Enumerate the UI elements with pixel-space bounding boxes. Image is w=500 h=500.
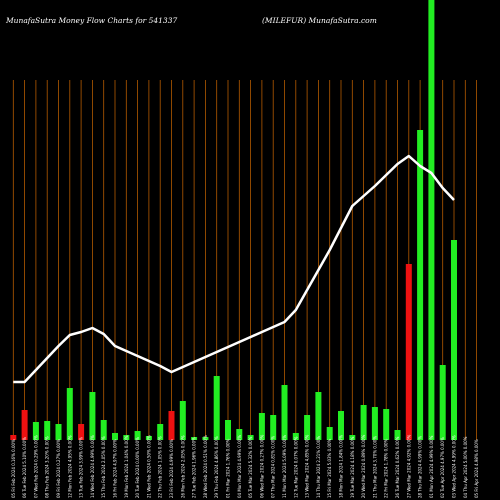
bar bbox=[89, 392, 96, 440]
bar bbox=[66, 388, 73, 440]
bar bbox=[32, 422, 39, 440]
x-tick-label: 20 Tue Feb 2024 0.00% 0.00% bbox=[135, 437, 140, 498]
chart-title: MunafaSutra Money Flow Charts for 541337 bbox=[5, 16, 177, 25]
x-tick-label: 27 Wed Mar 2024 4.92% 0.00% bbox=[406, 434, 411, 498]
bar bbox=[213, 376, 220, 440]
line-series bbox=[13, 154, 455, 384]
bar bbox=[338, 411, 344, 440]
bar bbox=[439, 365, 446, 440]
x-tick-label: 14 Wed Feb 2024 4.99% 0.00% bbox=[90, 435, 95, 498]
x-tick-label: 04 Thu Apr 2024 5.00% 0.00% bbox=[463, 436, 468, 498]
bar bbox=[394, 430, 401, 440]
x-tick-label: 01 Mon Apr 2024 4.99% 0.00% bbox=[429, 435, 434, 498]
x-tick-label: 04 Mon Mar 2024 4.99% 0.00% bbox=[237, 435, 242, 498]
x-tick-label: 09 Fri Feb 2024 0.27% 0.00% bbox=[56, 439, 61, 498]
x-tick-label: 02 Tue Apr 2024 4.97% 0.00% bbox=[440, 437, 445, 498]
bar bbox=[326, 427, 333, 440]
x-tick-label: 22 Thu Feb 2024 1.05% 0.00% bbox=[158, 436, 163, 498]
bar bbox=[451, 240, 457, 440]
x-tick-label: 07 Wed Feb 2024 0.29% 0.00% bbox=[33, 435, 38, 498]
x-tick-label: 28 Wed Feb 2024 0.51% 0.00% bbox=[203, 435, 208, 498]
bar bbox=[191, 437, 198, 440]
bar bbox=[168, 411, 175, 440]
x-tick-label: 20 Wed Mar 2024 0.89% 0.00% bbox=[361, 434, 366, 498]
bar bbox=[134, 431, 141, 440]
x-tick-label: 29 Thu Feb 2024 4.86% 0.00% bbox=[214, 436, 219, 498]
x-tick-labels: 05 Fri Feb 2024 0.16% 0.00% 06 Tue Feb 20… bbox=[11, 434, 479, 498]
bar bbox=[428, 0, 435, 440]
x-tick-label: 07 Thu Mar 2024 0.81% 0.00% bbox=[271, 436, 276, 498]
x-tick-label: 06 Tue Feb 2024 5.10% 0.00% bbox=[22, 437, 27, 498]
bar bbox=[371, 407, 378, 440]
x-tick-label: 26 Mon Feb 2024 2.05% 0.00% bbox=[180, 435, 185, 498]
bar bbox=[258, 413, 265, 440]
x-tick-label: 03 Wed Apr 2024 4.99% 0.00% bbox=[452, 435, 457, 498]
x-tick-label: 16 Fri Feb 2024 4.97% 0.00% bbox=[113, 439, 118, 498]
x-tick-label: 12 Tue Mar 2024 0.07% 0.00% bbox=[293, 436, 298, 498]
x-tick-label: 28 Thu Mar 2024 4.99% 0.00% bbox=[418, 436, 423, 498]
bar bbox=[270, 415, 277, 440]
x-tick-label: 18 Mon Mar 2024 1.84% 0.00% bbox=[339, 435, 344, 498]
bar bbox=[292, 433, 299, 440]
x-tick-label: 05 Fri Apr 2024 4.98% 0.00% bbox=[474, 439, 479, 498]
bar bbox=[405, 264, 412, 440]
bar bbox=[44, 421, 51, 440]
x-tick-label: 08 Thu Feb 2024 3.20% 0.00% bbox=[45, 436, 50, 498]
bar bbox=[417, 130, 424, 440]
x-tick-label: 23 Fri Feb 2024 4.99% 0.00% bbox=[169, 439, 174, 498]
bar bbox=[179, 401, 186, 440]
bar bbox=[315, 392, 322, 440]
money-flow-line bbox=[13, 154, 455, 384]
x-tick-label: 01 Fri Mar 2024 1.76% 0.00% bbox=[226, 438, 231, 498]
bar bbox=[349, 435, 356, 440]
bar bbox=[112, 433, 118, 440]
x-tick-label: 27 Tue Feb 2024 1.96% 0.00% bbox=[192, 437, 197, 498]
x-tick-label: 15 Fri Mar 2024 5.03% 0.00% bbox=[327, 438, 332, 498]
x-tick-label: 15 Thu Feb 2024 2.05% 0.00% bbox=[101, 436, 106, 498]
x-tick-label: 05 Fri Feb 2024 0.16% 0.00% bbox=[11, 439, 16, 498]
x-tick-label: 22 Fri Mar 2024 1.78% 0.00% bbox=[384, 438, 389, 498]
x-tick-label: 05 Tue Mar 2024 5.32% 0.00% bbox=[248, 436, 253, 498]
x-tick-label: 14 Thu Mar 2024 2.21% 0.00% bbox=[316, 436, 321, 498]
x-tick-label: 06 Wed Mar 2024 0.27% 0.00% bbox=[259, 434, 264, 498]
bar bbox=[100, 420, 107, 440]
bar bbox=[123, 435, 130, 440]
x-tick-label: 11 Mon Mar 2024 5.09% 0.00% bbox=[282, 435, 287, 498]
bar bbox=[157, 424, 164, 440]
x-tick-label: 13 Wed Mar 2024 4.85% 0.00% bbox=[305, 434, 310, 498]
bar-series bbox=[10, 0, 457, 440]
x-tick-label: 19 Tue Mar 2024 4.18% 0.00% bbox=[350, 436, 355, 498]
x-tick-label: 19 Mon Feb 2024 1.04% 0.00% bbox=[124, 435, 129, 498]
bar bbox=[247, 435, 254, 440]
bar bbox=[202, 437, 209, 440]
bar bbox=[55, 424, 62, 440]
x-tick-label: 21 Wed Feb 2024 0.50% 0.00% bbox=[146, 435, 151, 498]
bar bbox=[281, 385, 288, 440]
bar bbox=[236, 429, 243, 440]
bar bbox=[10, 435, 17, 440]
bar bbox=[145, 436, 152, 440]
bar bbox=[383, 409, 390, 440]
bar bbox=[21, 410, 28, 440]
bar bbox=[78, 424, 85, 440]
x-tick-label: 13 Tue Feb 2024 3.99% 0.00% bbox=[79, 437, 84, 498]
chart-subtitle: (MILEFUR) MunafaSutra.com bbox=[262, 16, 377, 25]
x-tick-label: 26 Tue Mar 2024 0.62% 0.00% bbox=[395, 436, 400, 498]
bar bbox=[225, 420, 231, 440]
bar bbox=[360, 405, 367, 440]
x-tick-label: 21 Thu Mar 2024 3.70% 0.00% bbox=[372, 436, 377, 498]
bar bbox=[304, 415, 311, 440]
x-tick-label: 12 Mon Feb 2024 4.95% 0.00% bbox=[67, 435, 72, 498]
